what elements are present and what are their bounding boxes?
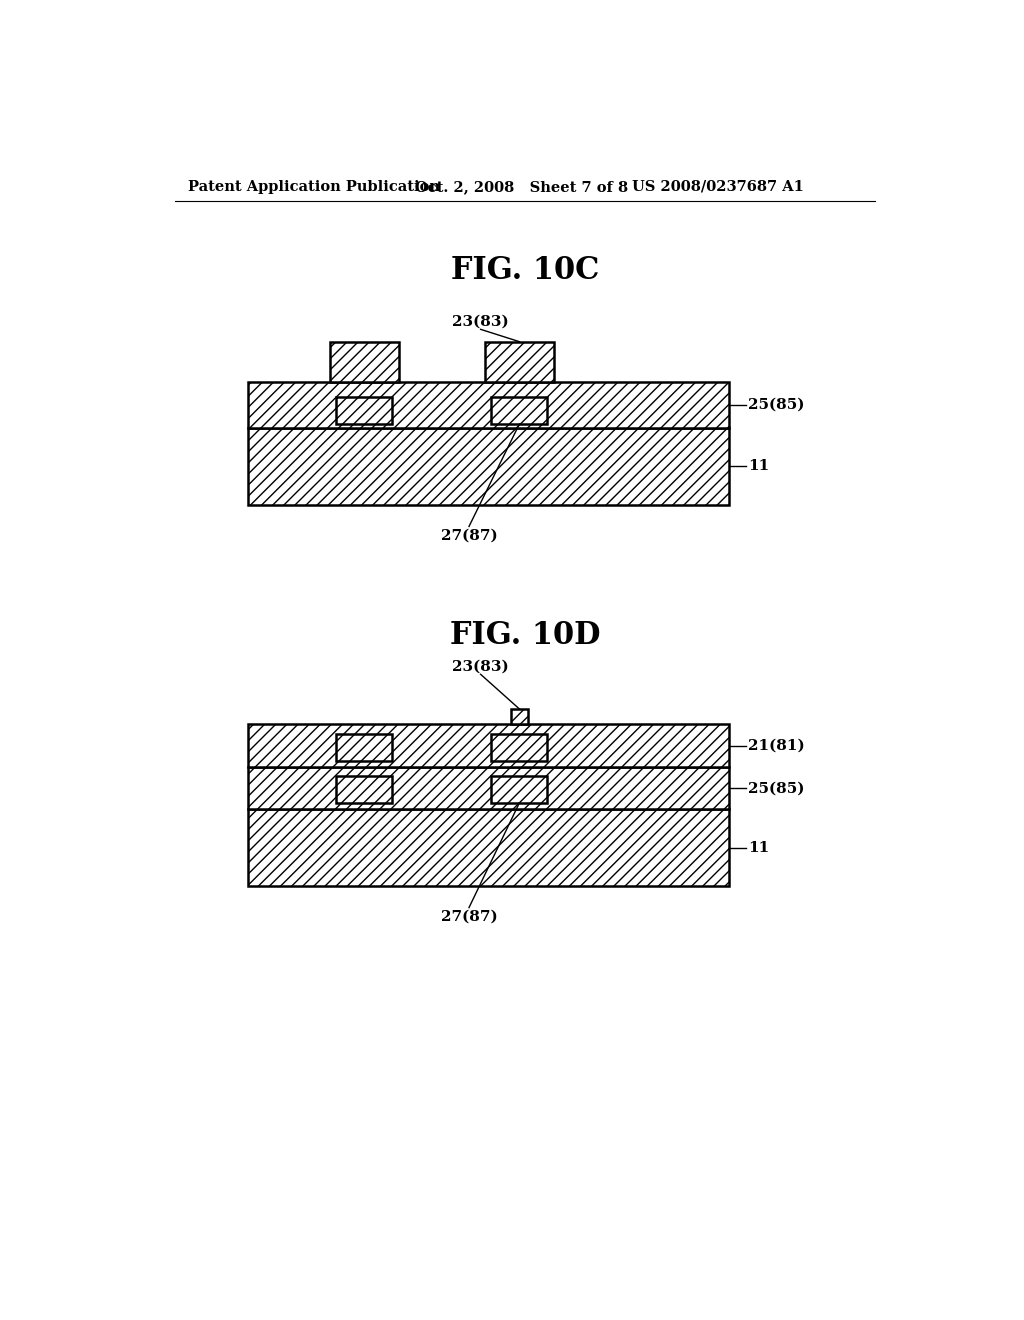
Bar [492,734,547,760]
Text: FIG. 10D: FIG. 10D [450,620,600,651]
Text: 25(85): 25(85) [748,397,805,412]
Bar [337,776,392,803]
Text: Oct. 2, 2008   Sheet 7 of 8: Oct. 2, 2008 Sheet 7 of 8 [415,180,628,194]
Text: 23(83): 23(83) [453,660,509,673]
Bar [248,725,729,767]
Bar [337,734,392,760]
Bar [248,381,729,428]
Text: 23(83): 23(83) [453,314,509,329]
Bar [484,342,554,381]
Text: US 2008/0237687 A1: US 2008/0237687 A1 [632,180,804,194]
Bar [492,397,547,424]
Bar [248,809,729,886]
Text: 27(87): 27(87) [440,529,498,543]
Text: 21(81): 21(81) [748,739,805,752]
Bar [511,709,528,725]
Bar [337,397,392,424]
Text: FIG. 10C: FIG. 10C [451,255,599,285]
Bar [248,428,729,506]
Bar [248,767,729,809]
Text: 25(85): 25(85) [748,781,805,795]
Bar [492,776,547,803]
Bar [330,342,399,381]
Text: 11: 11 [748,459,769,474]
Text: Patent Application Publication: Patent Application Publication [188,180,440,194]
Text: 27(87): 27(87) [440,909,498,924]
Text: 11: 11 [748,841,769,854]
